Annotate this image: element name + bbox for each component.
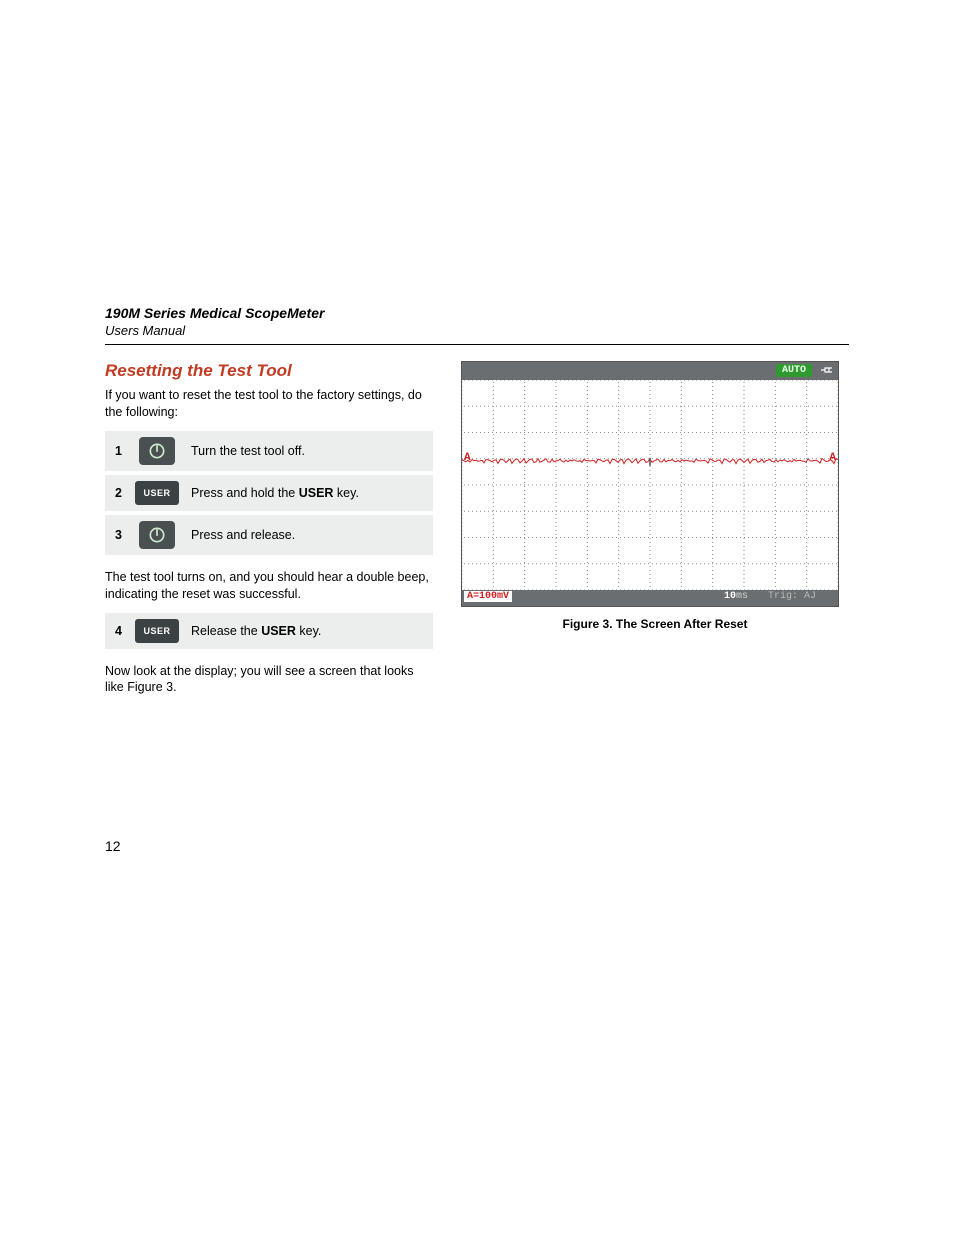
left-column: Resetting the Test Tool If you want to r… (105, 361, 433, 706)
step-number: 4 (105, 613, 129, 651)
step-text: Press and hold the USER key. (185, 473, 433, 513)
header-rule (105, 344, 849, 345)
mid-text: The test tool turns on, and you should h… (105, 569, 433, 603)
scope-screenshot: AUTO A A A=100mV 10ms Trig: AJ (461, 361, 839, 607)
step-text: Turn the test tool off. (185, 431, 433, 473)
step-icon-cell (129, 431, 185, 473)
a-scale-label: A=100mV (464, 591, 512, 602)
step-text: Press and release. (185, 513, 433, 557)
step-icon-cell (129, 513, 185, 557)
step-text: Release the USER key. (185, 613, 433, 651)
page-number: 12 (105, 838, 121, 854)
power-icon (139, 521, 175, 549)
timebase-label: 10ms (724, 591, 748, 602)
step-row: 2USERPress and hold the USER key. (105, 473, 433, 513)
steps-table-1: 1Turn the test tool off.2USERPress and h… (105, 431, 433, 559)
user-key-icon: USER (135, 481, 179, 505)
power-plug-icon (820, 365, 834, 378)
intro-text: If you want to reset the test tool to th… (105, 387, 433, 421)
outro-text: Now look at the display; you will see a … (105, 663, 433, 697)
auto-badge: AUTO (776, 364, 812, 377)
scope-bottom-bar: A=100mV 10ms Trig: AJ (462, 590, 838, 606)
two-column-layout: Resetting the Test Tool If you want to r… (105, 361, 849, 706)
step-icon-cell: USER (129, 473, 185, 513)
manual-page: 190M Series Medical ScopeMeter Users Man… (105, 305, 849, 706)
step-icon-cell: USER (129, 613, 185, 651)
user-key-icon: USER (135, 619, 179, 643)
trigger-label: Trig: AJ (768, 591, 816, 602)
section-heading: Resetting the Test Tool (105, 361, 433, 381)
figure-caption: Figure 3. The Screen After Reset (461, 617, 849, 631)
doc-title: 190M Series Medical ScopeMeter (105, 305, 849, 321)
step-number: 2 (105, 473, 129, 513)
channel-a-marker-right: A (829, 452, 836, 464)
channel-a-marker-left: A (464, 452, 471, 464)
power-icon (139, 437, 175, 465)
step-row: 3 Press and release. (105, 513, 433, 557)
doc-subtitle: Users Manual (105, 323, 849, 338)
step-row: 4USERRelease the USER key. (105, 613, 433, 651)
right-column: AUTO A A A=100mV 10ms Trig: AJ Figure 3.… (461, 361, 849, 706)
steps-table-2: 4USERRelease the USER key. (105, 613, 433, 653)
scope-grid: A A (462, 380, 838, 590)
step-row: 1 Turn the test tool off. (105, 431, 433, 473)
step-number: 3 (105, 513, 129, 557)
scope-top-bar: AUTO (462, 362, 838, 380)
step-number: 1 (105, 431, 129, 473)
